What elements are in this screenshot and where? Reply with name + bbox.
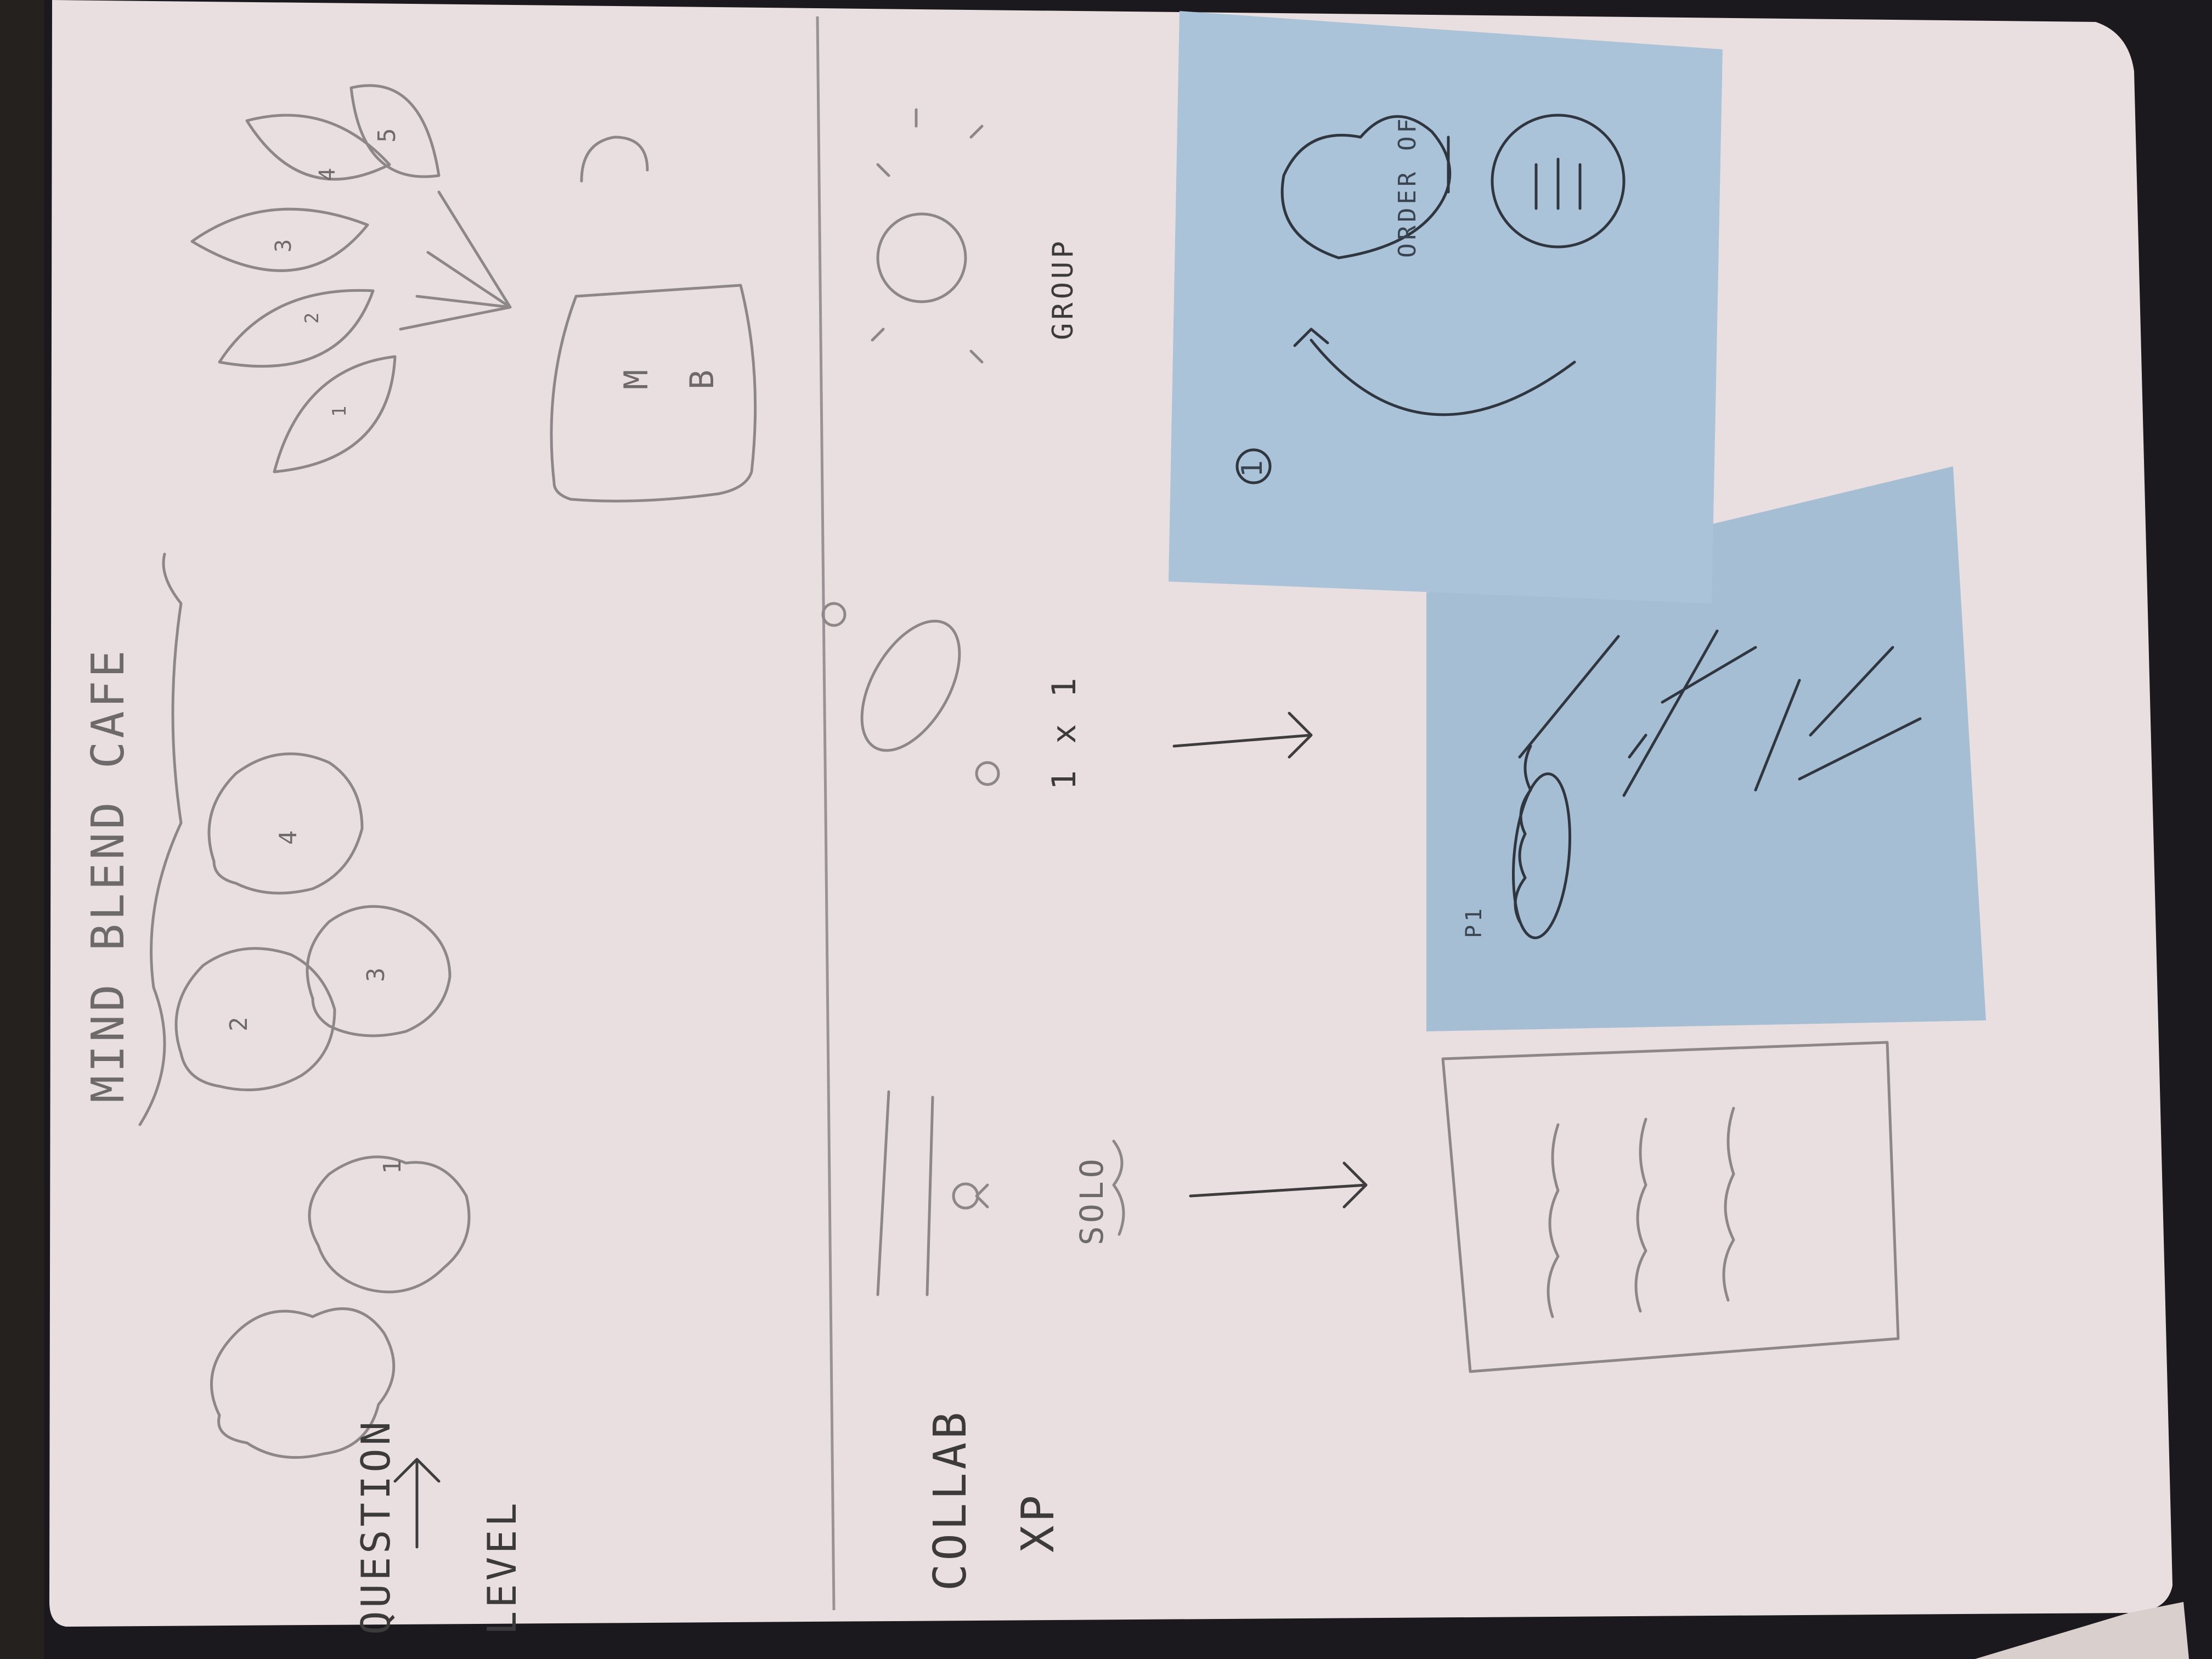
cloud-number-1: 1 [379,1156,407,1175]
arrow-solo [1189,1161,1368,1209]
leaf-number-3: 3 [271,236,296,252]
cloud-number-2: 2 [225,1014,253,1032]
sticky-note-text: ORDER OF [1393,115,1421,258]
leaf-number-2: 2 [301,309,323,324]
group-figure [871,108,984,364]
title-underline [138,552,183,1126]
question-clouds: 1 2 3 4 [174,752,471,1459]
level-label: LEVEL [479,1499,525,1635]
page-divider [816,16,836,1611]
one-on-one-label: 1 x 1 [1045,674,1084,790]
collab-label: COLLAB [924,1409,977,1591]
mug-letter-m: M [617,366,656,390]
next-page-edge [1975,1602,2189,1659]
title-text: MIND BLEND CAFE [82,647,134,1103]
xp-label: XP [1012,1492,1064,1553]
sticky-note-bottom: P1 [1426,466,1986,1031]
one-on-one-figure [821,602,1000,786]
cloud-number-3: 3 [362,964,390,983]
sticky-note-top: 1 ORDER OF [1169,11,1723,603]
group-label: GROUP [1047,238,1080,340]
sticky-note-number: 1 [1236,457,1269,477]
solo-card-sketch [1441,1041,1900,1373]
sticky-note-bottom-label: P1 [1462,905,1487,938]
question-arrow [393,1458,441,1549]
question-label: QUESTION [353,1418,399,1635]
mug-letter-b: B [683,366,721,390]
solo-figure [876,1090,989,1296]
solo-underline [1112,1139,1125,1236]
arrow-one-on-one [1172,712,1313,759]
notebook-spine [0,0,44,1659]
cloud-number-4: 4 [274,827,302,845]
plant-in-mug-sketch: M B 1 2 3 4 5 [190,84,757,503]
leaf-number-4: 4 [315,165,340,181]
solo-label: SOLO [1073,1155,1110,1245]
leaf-number-5: 5 [373,125,401,143]
leaf-number-1: 1 [329,403,351,417]
